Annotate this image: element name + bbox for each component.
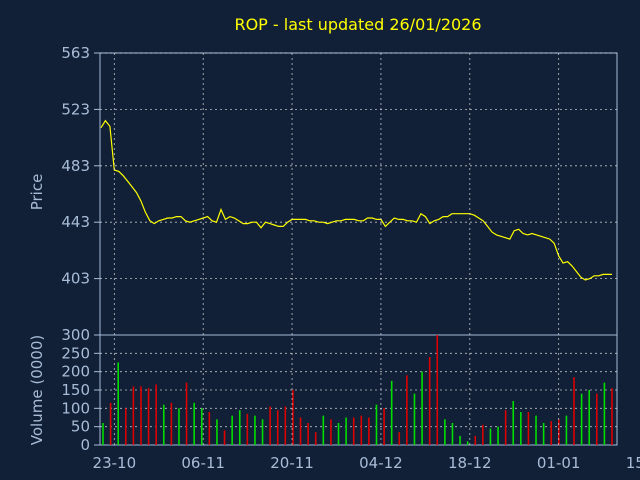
volume-tick-label: 250 <box>61 344 90 362</box>
volume-tick-label: 150 <box>61 381 90 399</box>
price-tick-label: 563 <box>61 44 90 62</box>
x-tick-label: 20-11 <box>270 454 314 472</box>
price-panel: 403 443 483 523 563 <box>61 44 618 336</box>
price-series-line <box>100 119 612 281</box>
x-tick-label: 15-01 <box>626 454 640 472</box>
volume-axis-label: Volume (0000) <box>28 335 46 445</box>
x-tick-label: 23-10 <box>93 454 137 472</box>
volume-tick-label: 0 <box>80 436 90 454</box>
x-axis: 23-10 06-11 20-11 04-12 18-12 01-01 15-01 <box>93 53 640 472</box>
price-tick-label: 523 <box>61 100 90 118</box>
price-tick-label: 443 <box>61 213 90 231</box>
volume-tick-label: 100 <box>61 399 90 417</box>
price-tick-label: 403 <box>61 270 90 288</box>
price-axis-label: Price <box>28 174 46 211</box>
volume-tick-label: 50 <box>71 418 90 436</box>
volume-frame <box>99 334 618 446</box>
chart-title: ROP - last updated 26/01/2026 <box>234 15 481 34</box>
price-frame <box>99 52 618 336</box>
x-tick-label: 18-12 <box>448 454 492 472</box>
volume-tick-label: 200 <box>61 363 90 381</box>
x-tick-label: 04-12 <box>359 454 403 472</box>
x-tick-label: 06-11 <box>181 454 225 472</box>
volume-tick-label: 300 <box>61 326 90 344</box>
x-tick-label: 01-01 <box>537 454 581 472</box>
price-tick-label: 483 <box>61 157 90 175</box>
